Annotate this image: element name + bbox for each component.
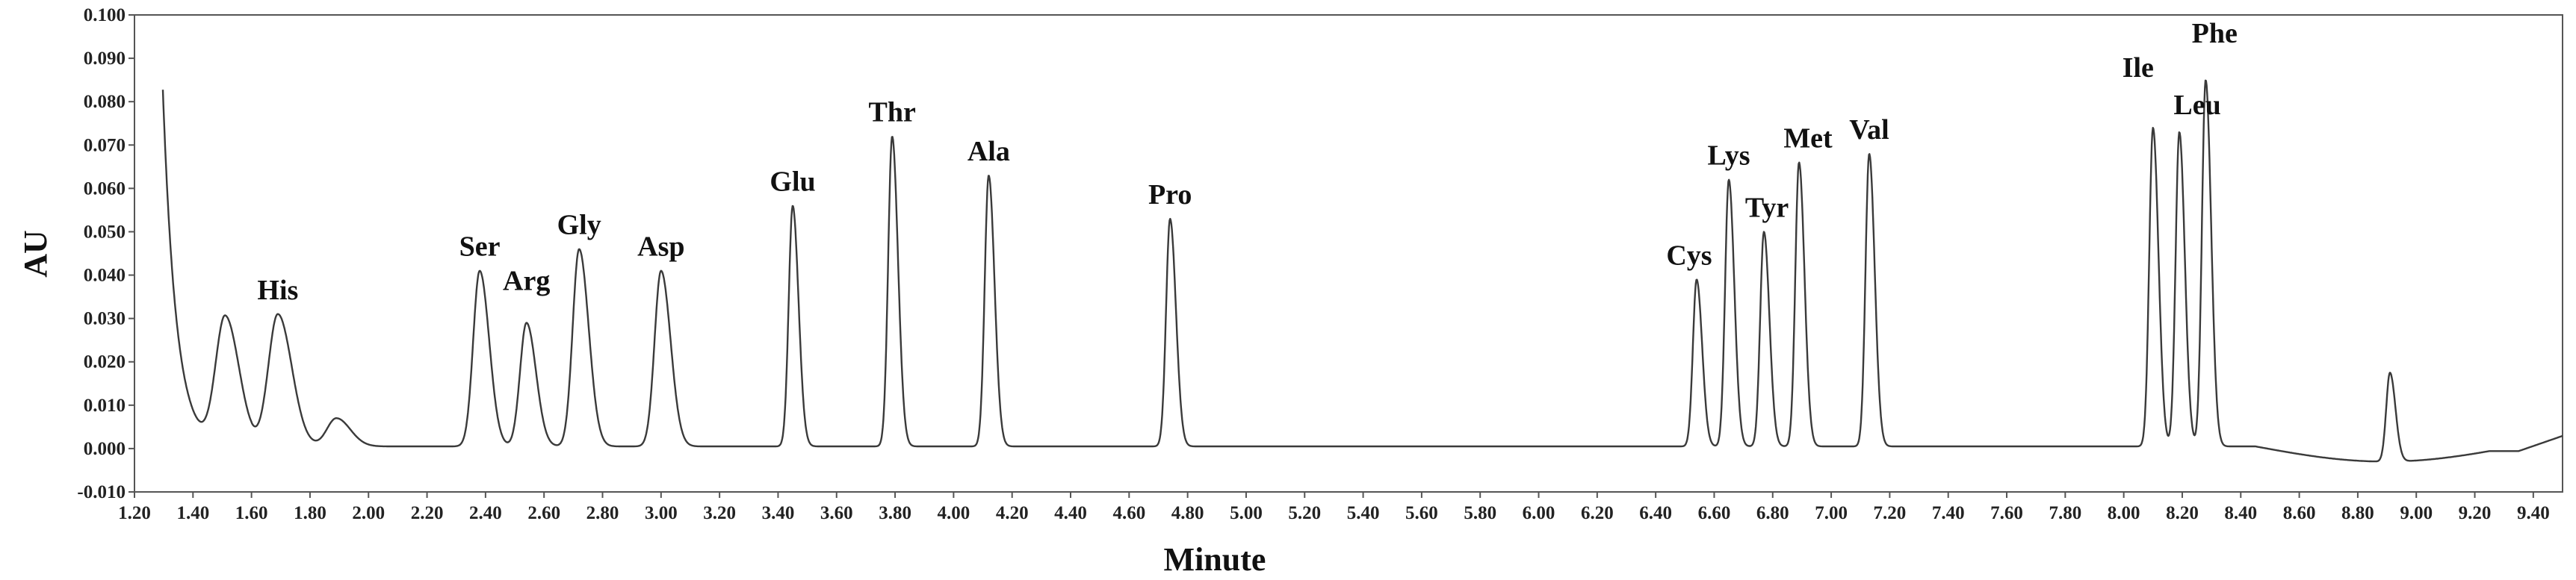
x-tick-label: 9.00 [2400,503,2433,523]
x-tick-label: 6.20 [1581,503,1614,523]
x-tick-label: 1.60 [235,503,268,523]
peak-label-cys: Cys [1666,240,1712,271]
y-axis-ticks: -0.010 0.000 0.010 0.020 0.030 0.040 0.050 0.06… [77,5,134,502]
x-tick-label: 3.40 [762,503,795,523]
peak-label-gly: Gly [557,210,601,241]
x-tick-label: 5.20 [1288,503,1321,523]
peak-label-lys: Lys [1708,140,1750,172]
x-tick-label: 6.60 [1698,503,1731,523]
x-tick-label: 7.20 [1874,503,1907,523]
peak-label-ile: Ile [2123,52,2154,84]
peak-label-glu: Glu [770,166,815,198]
y-tick-label: 0.030 [84,309,126,329]
y-tick-label: 0.040 [84,266,126,286]
x-tick-label: 8.60 [2283,503,2316,523]
x-tick-label: 8.80 [2341,503,2374,523]
x-axis-ticks: 1.20 1.40 1.60 1.80 2.00 2.20 2.40 2.60 2.80 3.00… [118,492,2550,523]
plot-frame [134,14,2563,493]
x-tick-label: 1.40 [176,503,209,523]
x-tick-label: 3.20 [703,503,736,523]
x-tick-label: 4.40 [1054,503,1087,523]
x-tick-label: 3.80 [879,503,911,523]
x-tick-label: 7.80 [2049,503,2081,523]
x-tick-label: 6.40 [1639,503,1672,523]
x-tick-label: 4.80 [1171,503,1204,523]
x-tick-label: 2.40 [469,503,502,523]
x-tick-label: 2.60 [527,503,560,523]
y-tick-label: 0.050 [84,222,126,242]
y-tick-label: 0.080 [84,92,126,112]
x-tick-label: 5.80 [1464,503,1496,523]
y-tick-label: 0.060 [84,178,126,199]
peak-label-val: Val [1849,114,1889,146]
x-tick-label: 3.00 [645,503,678,523]
peak-label-ser: Ser [459,231,501,263]
y-tick-label: 0.090 [84,49,126,69]
x-tick-label: 6.00 [1523,503,1555,523]
y-tick-label: -0.010 [77,482,126,502]
peak-label-thr: Thr [868,97,915,128]
x-tick-label: 9.20 [2459,503,2492,523]
x-tick-label: 2.00 [352,503,385,523]
x-tick-label: 5.60 [1405,503,1438,523]
x-tick-label: 9.40 [2517,503,2550,523]
peak-label-leu: Leu [2173,90,2220,121]
x-tick-label: 4.60 [1112,503,1145,523]
x-tick-label: 8.40 [2224,503,2257,523]
x-tick-label: 7.40 [1932,503,1965,523]
y-tick-label: 0.070 [84,135,126,155]
y-axis-title: AU [17,230,54,278]
x-tick-label: 6.80 [1756,503,1789,523]
y-tick-label: 0.010 [84,396,126,416]
x-tick-label: 5.40 [1347,503,1380,523]
x-tick-label: 7.60 [1990,503,2023,523]
y-tick-label: 0.020 [84,352,126,372]
x-tick-label: 8.00 [2108,503,2140,523]
x-tick-label: 2.80 [586,503,619,523]
x-tick-label: 3.60 [820,503,853,523]
peak-label-asp: Asp [637,231,684,263]
x-tick-label: 7.00 [1815,503,1848,523]
peak-label-pro: Pro [1148,179,1192,211]
y-tick-label: 0.100 [84,5,126,25]
x-tick-label: 1.80 [294,503,326,523]
x-tick-label: 2.20 [411,503,444,523]
x-tick-label: 5.00 [1230,503,1263,523]
x-tick-label: 4.00 [938,503,970,523]
x-tick-label: 4.20 [996,503,1029,523]
peak-label-ala: Ala [967,136,1010,167]
chromatogram-trace [161,79,2563,463]
y-tick-label: 0.000 [84,439,126,459]
peak-label-his: His [257,275,298,306]
peak-label-arg: Arg [503,265,550,296]
peak-label-phe: Phe [2192,18,2238,49]
x-tick-label: 1.20 [118,503,151,523]
x-axis-title: Minute [1164,541,1266,578]
peak-label-tyr: Tyr [1745,192,1789,223]
x-tick-label: 8.20 [2166,503,2199,523]
peak-label-met: Met [1783,123,1833,155]
